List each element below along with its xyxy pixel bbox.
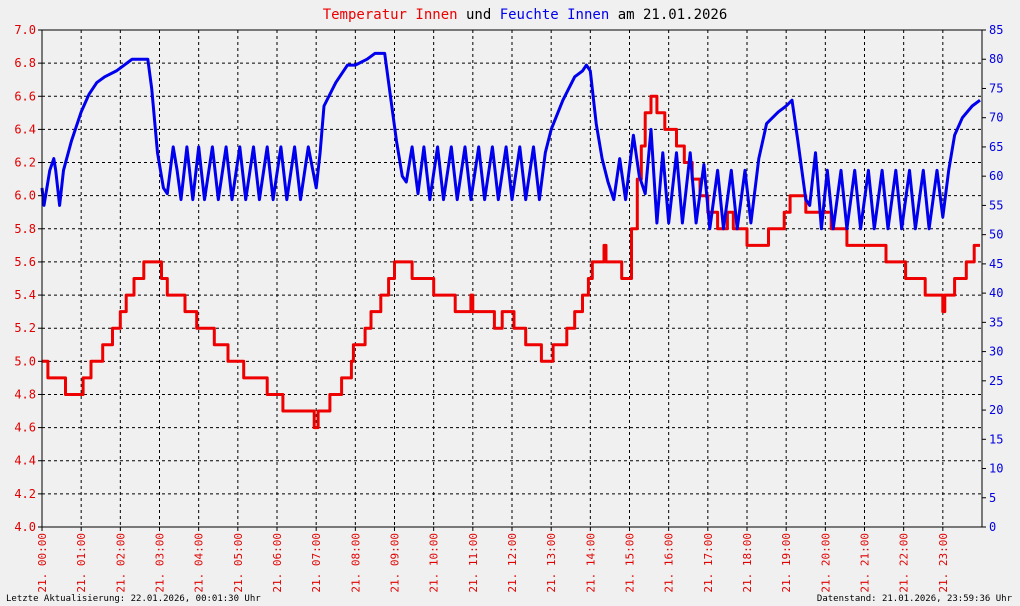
x-tick-label: 21. 10:00 [428,533,441,593]
x-tick-label: 21. 08:00 [349,533,362,593]
y-right-tick-label: 70 [989,111,1003,125]
x-tick-label: 21. 05:00 [232,533,245,593]
title-part-0: Temperatur Innen [323,7,458,23]
title-part-1: und [458,7,500,23]
y-right-tick-label: 30 [989,345,1003,359]
y-left-tick-label: 4.0 [14,520,36,534]
y-left-tick-label: 4.4 [14,454,36,468]
x-tick-label: 21. 22:00 [898,533,911,593]
x-tick-label: 21. 07:00 [310,533,323,593]
y-right-tick-label: 40 [989,286,1003,300]
y-right-tick-label: 45 [989,257,1003,271]
x-tick-label: 21. 17:00 [702,533,715,593]
y-right-tick-label: 0 [989,520,996,534]
x-tick-label: 21. 11:00 [467,533,480,593]
y-right-tick-label: 35 [989,315,1003,329]
y-right-tick-label: 50 [989,228,1003,242]
x-tick-label: 21. 19:00 [780,533,793,593]
y-right-tick-label: 85 [989,23,1003,37]
series-line-temperature [42,94,980,430]
y-right-tick-label: 20 [989,403,1003,417]
y-right-tick-label: 25 [989,374,1003,388]
y-right-tick-label: 65 [989,140,1003,154]
y-left-tick-label: 5.8 [14,222,36,236]
x-tick-label: 21. 21:00 [859,533,872,593]
x-tick-label: 21. 18:00 [741,533,754,593]
y-right-tick-label: 80 [989,52,1003,66]
x-tick-label: 21. 03:00 [154,533,167,593]
y-left-tick-label: 6.0 [14,189,36,203]
y-right-tick-label: 15 [989,432,1003,446]
x-tick-label: 21. 09:00 [389,533,402,593]
y-left-tick-label: 6.6 [14,89,36,103]
y-left-tick-label: 4.2 [14,487,36,501]
y-right-tick-label: 10 [989,462,1003,476]
y-left-tick-label: 6.4 [14,122,36,136]
x-tick-label: 21. 04:00 [193,533,206,593]
x-tick-label: 21. 01:00 [75,533,88,593]
y-right-tick-label: 60 [989,169,1003,183]
chart-title: Temperatur Innen und Feuchte Innen am 21… [323,7,728,23]
x-tick-label: 21. 14:00 [584,533,597,593]
y-left-tick-label: 5.0 [14,354,36,368]
x-tick-label: 21. 12:00 [506,533,519,593]
y-left-tick-label: 7.0 [14,23,36,37]
plot-frame [41,29,983,528]
y-left-tick-label: 5.6 [14,255,36,269]
x-tick-label: 21. 13:00 [545,533,558,593]
y-left-tick-label: 4.6 [14,421,36,435]
x-tick-label: 21. 15:00 [624,533,637,593]
x-tick-label: 21. 16:00 [663,533,676,593]
y-right-tick-label: 55 [989,198,1003,212]
x-tick-label: 21. 20:00 [819,533,832,593]
series-line-humidity [40,51,981,231]
x-tick-label: 21. 02:00 [114,533,127,593]
y-right-tick-label: 75 [989,81,1003,95]
title-part-2: Feuchte Innen [500,7,610,23]
footer-last-update: Letzte Aktualisierung: 22.01.2026, 00:01… [6,594,261,604]
y-left-tick-label: 5.2 [14,321,36,335]
x-tick-label: 21. 00:00 [36,533,49,593]
y-right-tick-label: 5 [989,491,996,505]
x-tick-label: 21. 23:00 [937,533,950,593]
title-part-3: am 21.01.2026 [609,7,727,23]
y-left-tick-label: 4.8 [14,387,36,401]
y-left-tick-label: 6.2 [14,156,36,170]
footer-data-status: Datenstand: 21.01.2026, 23:59:36 Uhr [817,594,1013,604]
y-left-tick-label: 6.8 [14,56,36,70]
y-left-tick-label: 5.4 [14,288,36,302]
x-tick-label: 21. 06:00 [271,533,284,593]
